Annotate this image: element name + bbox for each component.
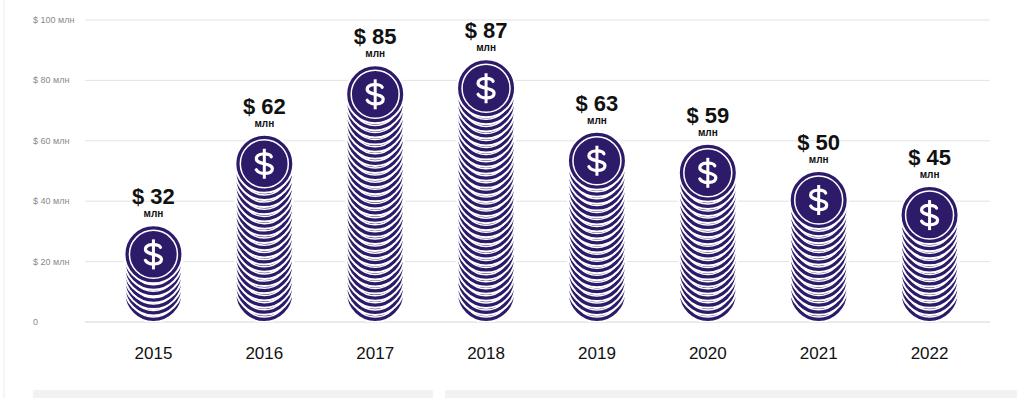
coin	[346, 65, 404, 123]
category-label: 2018	[467, 344, 505, 363]
data-label-unit: млн	[809, 154, 829, 165]
grid-line	[85, 20, 990, 21]
data-label: $ 62млн	[243, 94, 286, 129]
data-label-value: $ 87	[465, 18, 508, 43]
data-label-value: $ 50	[797, 130, 840, 155]
coin-stack	[457, 59, 515, 322]
coin-icon	[374, 79, 377, 109]
coin-stack	[568, 132, 626, 322]
data-label: $ 59млн	[686, 103, 729, 138]
axis-line	[85, 322, 990, 323]
category-label: 2021	[800, 344, 838, 363]
marks	[124, 59, 958, 322]
data-label-value: $ 62	[243, 94, 286, 119]
grid-line	[85, 140, 990, 141]
tick-label: $ 40 млн	[33, 196, 69, 206]
coin-icon	[152, 239, 155, 269]
coin	[901, 186, 959, 244]
tick-label: 0	[33, 317, 38, 327]
data-label: $ 45млн	[908, 145, 951, 180]
tick-label: $ 20 млн	[33, 257, 69, 267]
grid-line	[85, 261, 990, 262]
data-label-value: $ 45	[908, 145, 951, 170]
chart: $ 100 млн $ 80 млн $ 60 млн $ 40 млн $ 20 мл…	[0, 0, 1026, 398]
data-label-unit: млн	[698, 127, 718, 138]
data-label-value: $ 32	[132, 184, 175, 209]
panel	[445, 390, 1017, 398]
coin-icon	[263, 149, 266, 179]
coin-rim	[795, 176, 843, 224]
panel	[33, 390, 433, 398]
coin-stack	[124, 225, 182, 322]
coin	[457, 59, 515, 117]
coin-stack	[901, 186, 959, 322]
coin-icon	[706, 158, 709, 188]
coin-icon	[595, 146, 598, 176]
coin	[679, 144, 737, 202]
data-label-unit: млн	[254, 118, 274, 129]
data-label: $ 87млн	[465, 18, 508, 53]
category-label: 2019	[578, 344, 616, 363]
coin	[790, 171, 848, 229]
coin-rim	[906, 191, 954, 239]
tick-label: $ 80 млн	[33, 75, 69, 85]
data-label-unit: млн	[920, 169, 940, 180]
category-label: 2020	[689, 344, 727, 363]
coin-rim	[684, 149, 732, 197]
coin-stack	[679, 144, 737, 322]
data-label-unit: млн	[365, 48, 385, 59]
coin-stack	[346, 65, 404, 322]
coin-rim	[240, 140, 288, 188]
category-label: 2015	[135, 344, 173, 363]
coin	[568, 132, 626, 190]
data-label-unit: млн	[144, 208, 164, 219]
data-label: $ 63млн	[576, 91, 619, 126]
coin-rim	[129, 230, 177, 278]
coin-rim	[573, 137, 621, 185]
grid-line	[85, 80, 990, 81]
coin	[124, 225, 182, 283]
coin-rim	[351, 70, 399, 118]
coin-rim	[462, 64, 510, 112]
coin-icon	[928, 200, 931, 230]
data-label: $ 85млн	[354, 24, 397, 59]
tick-label: $ 100 млн	[33, 15, 74, 25]
grid-line	[85, 201, 990, 202]
coin-icon	[817, 185, 820, 215]
data-label-value: $ 59	[686, 103, 729, 128]
frame	[4, 0, 5, 398]
tick-label: $ 60 млн	[33, 136, 69, 146]
data-label-unit: млн	[587, 115, 607, 126]
data-label-value: $ 85	[354, 24, 397, 49]
category-label: 2017	[356, 344, 394, 363]
category-label: 2016	[245, 344, 283, 363]
category-label: 2022	[911, 344, 949, 363]
data-label: $ 32млн	[132, 184, 175, 219]
grid-line	[85, 322, 990, 323]
data-label-value: $ 63	[576, 91, 619, 116]
coin-stack	[235, 135, 293, 322]
coin-stack	[790, 171, 848, 322]
coin	[235, 135, 293, 193]
data-label-unit: млн	[476, 42, 496, 53]
coin-icon	[485, 73, 488, 103]
data-label: $ 50млн	[797, 130, 840, 165]
